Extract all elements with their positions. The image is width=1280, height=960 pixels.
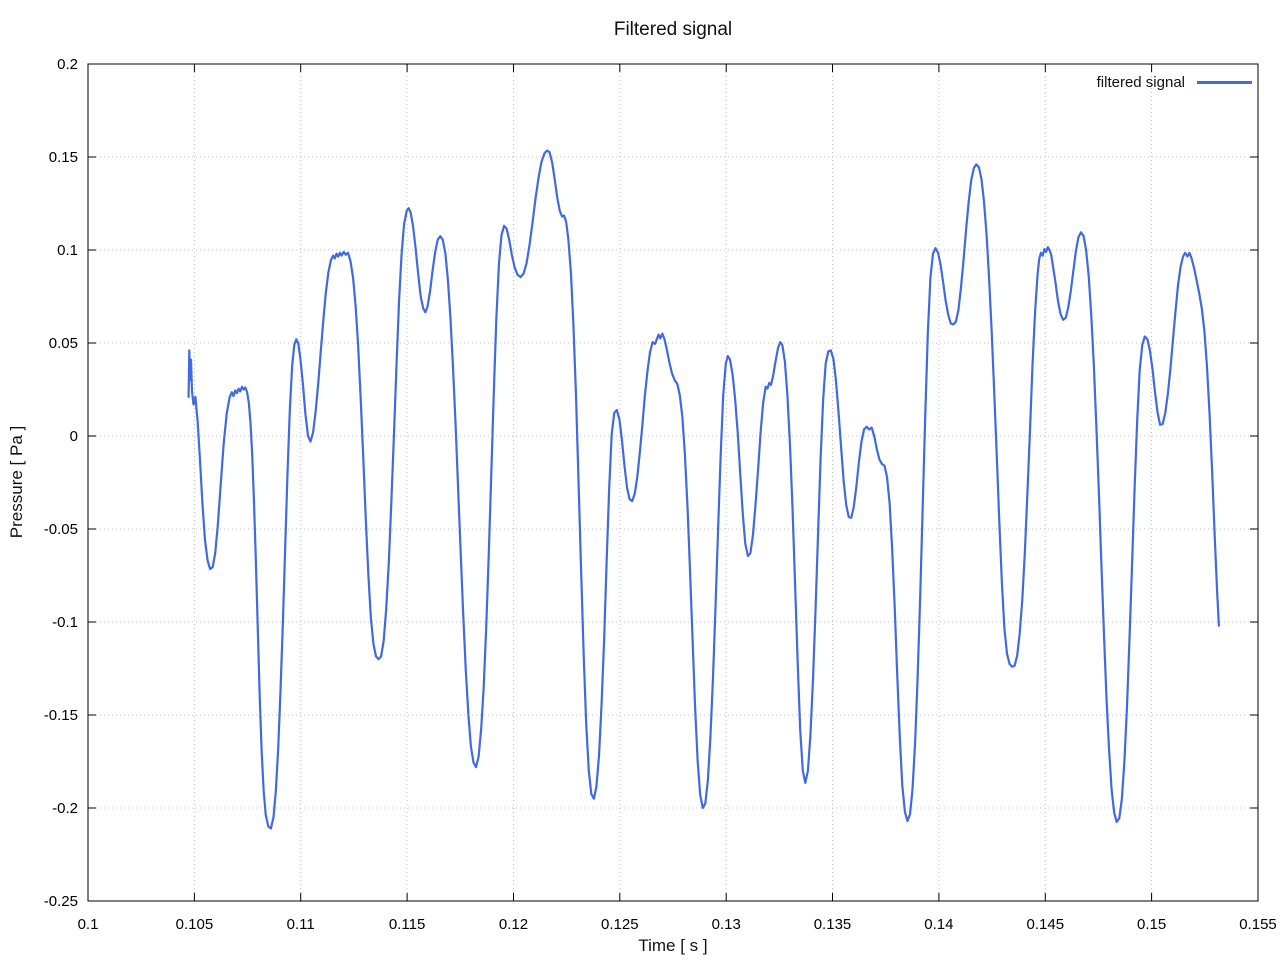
svg-text:0.15: 0.15: [49, 149, 78, 166]
svg-text:-0.1: -0.1: [52, 614, 78, 631]
svg-text:0.125: 0.125: [601, 916, 639, 933]
legend: filtered signal: [1097, 74, 1252, 91]
svg-text:0.135: 0.135: [814, 916, 852, 933]
svg-text:0.05: 0.05: [49, 335, 78, 352]
svg-text:0.2: 0.2: [57, 56, 78, 73]
x-tick-labels: 0.1 0.105 0.11 0.115 0.12 0.125 0.13 0.135 0.14 0…: [78, 916, 1277, 933]
svg-text:-0.15: -0.15: [44, 707, 78, 724]
svg-text:0.15: 0.15: [1137, 916, 1166, 933]
svg-text:-0.05: -0.05: [44, 521, 78, 538]
svg-text:0.1: 0.1: [78, 916, 99, 933]
svg-text:0.145: 0.145: [1027, 916, 1065, 933]
svg-text:0.13: 0.13: [712, 916, 741, 933]
svg-text:0: 0: [70, 428, 78, 445]
plot-border: [87, 63, 1259, 902]
y-axis-label: Pressure [ Pa ]: [7, 425, 26, 539]
svg-text:0.12: 0.12: [499, 916, 528, 933]
svg-text:-0.2: -0.2: [52, 800, 78, 817]
svg-text:-0.25: -0.25: [44, 893, 78, 910]
svg-text:0.14: 0.14: [924, 916, 953, 933]
y-tick-labels: -0.25 -0.2 -0.15 -0.1 -0.05 0 0.05 0.1 0.15 0.2: [44, 56, 78, 910]
svg-text:0.105: 0.105: [176, 916, 214, 933]
x-axis-label: Time [ s ]: [638, 936, 708, 955]
svg-text:0.11: 0.11: [287, 916, 315, 933]
svg-text:0.1: 0.1: [57, 242, 78, 259]
svg-text:0.115: 0.115: [389, 916, 425, 933]
chart-title: Filtered signal: [613, 19, 733, 40]
legend-line-sample: [1197, 81, 1252, 84]
filtered-signal-line: [187, 149, 1221, 830]
legend-label: filtered signal: [1096, 74, 1185, 91]
svg-text:0.155: 0.155: [1239, 916, 1277, 933]
